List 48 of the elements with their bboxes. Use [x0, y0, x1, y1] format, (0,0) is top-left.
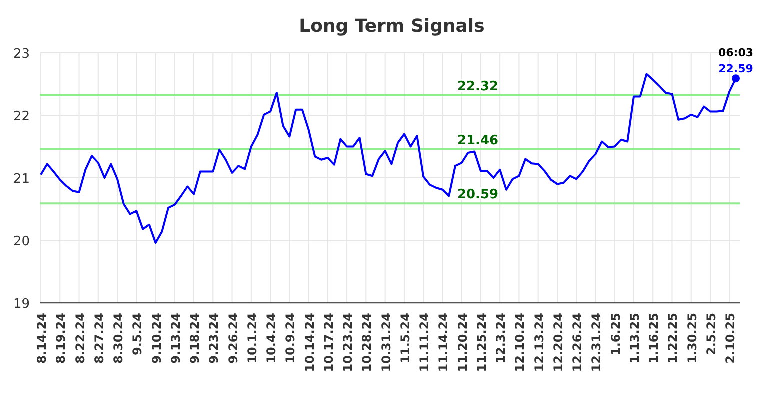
x-tick-label: 8.22.24: [73, 313, 88, 364]
x-tick-label: 2.10.25: [724, 313, 738, 364]
x-tick-label: 1.16.25: [647, 313, 662, 364]
ref-line-label: 21.46: [457, 133, 499, 148]
x-tick-label: 10.17.24: [322, 313, 336, 372]
x-tick-label: 1.6.25: [608, 313, 623, 356]
x-tick-label: 11.25.24: [474, 313, 489, 372]
x-tick-label: 1.13.25: [628, 313, 642, 364]
y-tick-label: 23: [13, 47, 30, 62]
x-tick-label: 12.26.24: [570, 313, 585, 372]
x-tick-label: 9.5.24: [130, 313, 145, 356]
x-tick-label: 12.20.24: [551, 313, 566, 372]
x-tick-label: 1.22.25: [666, 313, 680, 364]
y-tick-label: 20: [13, 234, 30, 250]
x-tick-label: 10.1.24: [245, 313, 260, 364]
x-tick-label: 10.23.24: [341, 313, 356, 372]
x-tick-label: 9.26.24: [226, 313, 240, 364]
x-tick-label: 10.28.24: [360, 313, 374, 372]
x-tick-label: 12.31.24: [590, 313, 604, 372]
x-tick-label: 11.14.24: [436, 313, 451, 372]
data-label: 22.59: [718, 62, 754, 76]
x-tick-label: 1.30.25: [685, 313, 700, 364]
ref-line-label: 20.59: [457, 188, 499, 203]
x-tick-label: 9.13.24: [168, 313, 183, 364]
x-tick-label: 9.23.24: [207, 313, 222, 364]
x-tick-label: 9.10.24: [150, 313, 164, 364]
annotation: 06:03: [718, 46, 754, 60]
x-tick-label: 10.9.24: [284, 313, 298, 364]
x-tick-label: 9.18.24: [188, 313, 202, 364]
x-tick-label: 2.5.25: [704, 313, 718, 356]
x-tick-label: 11.5.24: [398, 313, 412, 364]
x-tick-label: 8.14.24: [35, 313, 49, 364]
x-tick-label: 12.10.24: [513, 313, 528, 372]
x-tick-label: 8.27.24: [92, 313, 106, 364]
y-tick-label: 19: [13, 297, 30, 312]
ref-line-label: 22.32: [457, 80, 499, 94]
x-tick-label: 10.4.24: [264, 313, 279, 364]
y-tick-label: 21: [13, 172, 30, 187]
x-tick-label: 12.13.24: [532, 313, 546, 372]
y-tick-label: 22: [13, 110, 30, 124]
chart-title: Long Term Signals: [299, 16, 485, 37]
x-tick-label: 8.30.24: [112, 313, 126, 364]
x-tick-label: 11.20.24: [456, 313, 470, 372]
x-tick-label: 12.3.24: [494, 313, 508, 364]
x-tick-label: 10.31.24: [379, 313, 394, 372]
x-tick-label: 10.14.24: [302, 313, 317, 372]
x-tick-label: 11.11.24: [418, 313, 432, 372]
x-tick-label: 8.19.24: [54, 313, 68, 364]
